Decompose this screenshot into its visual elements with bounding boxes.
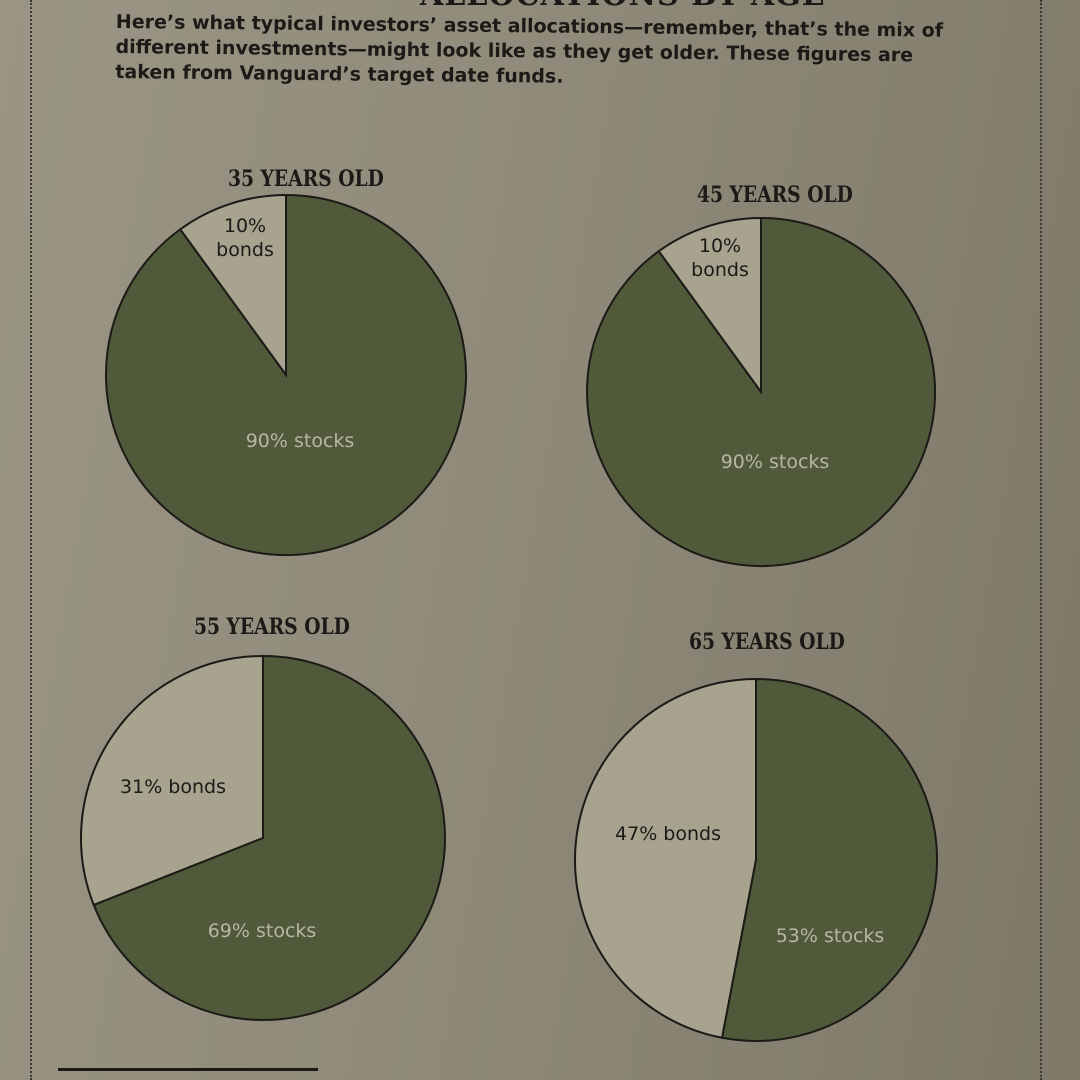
pie-slice-stocks bbox=[92, 654, 446, 1021]
pie-slice-bonds bbox=[178, 193, 287, 379]
page-border-left bbox=[30, 0, 32, 1080]
pie-title-35: 35 YEARS OLD bbox=[228, 166, 384, 192]
bonds-label: 31% bonds bbox=[120, 776, 226, 798]
bottom-rule bbox=[58, 1068, 318, 1071]
pie-slice-stocks bbox=[720, 677, 938, 1042]
bonds-label: 47% bonds bbox=[615, 823, 721, 845]
pie-slice-stocks bbox=[586, 216, 936, 567]
bonds-label: 10% bonds bbox=[691, 235, 749, 281]
pie-slice-bonds bbox=[574, 677, 757, 1039]
stocks-label: 53% stocks bbox=[776, 925, 885, 947]
pie-title-45: 45 YEARS OLD bbox=[697, 182, 853, 208]
pie-title-65: 65 YEARS OLD bbox=[689, 629, 845, 655]
stocks-label: 69% stocks bbox=[208, 920, 317, 942]
stocks-label: 90% stocks bbox=[246, 430, 355, 452]
pie-title-55: 55 YEARS OLD bbox=[194, 614, 350, 640]
page-border-right bbox=[1040, 0, 1042, 1080]
pie-slice-stocks bbox=[105, 193, 467, 556]
page-title: ALLOCATIONS BY AGE bbox=[420, 0, 826, 13]
pie-slice-bonds bbox=[657, 216, 762, 396]
pie-slice-bonds bbox=[80, 654, 264, 907]
stocks-label: 90% stocks bbox=[721, 451, 830, 473]
bonds-label: 10% bonds bbox=[216, 215, 274, 261]
